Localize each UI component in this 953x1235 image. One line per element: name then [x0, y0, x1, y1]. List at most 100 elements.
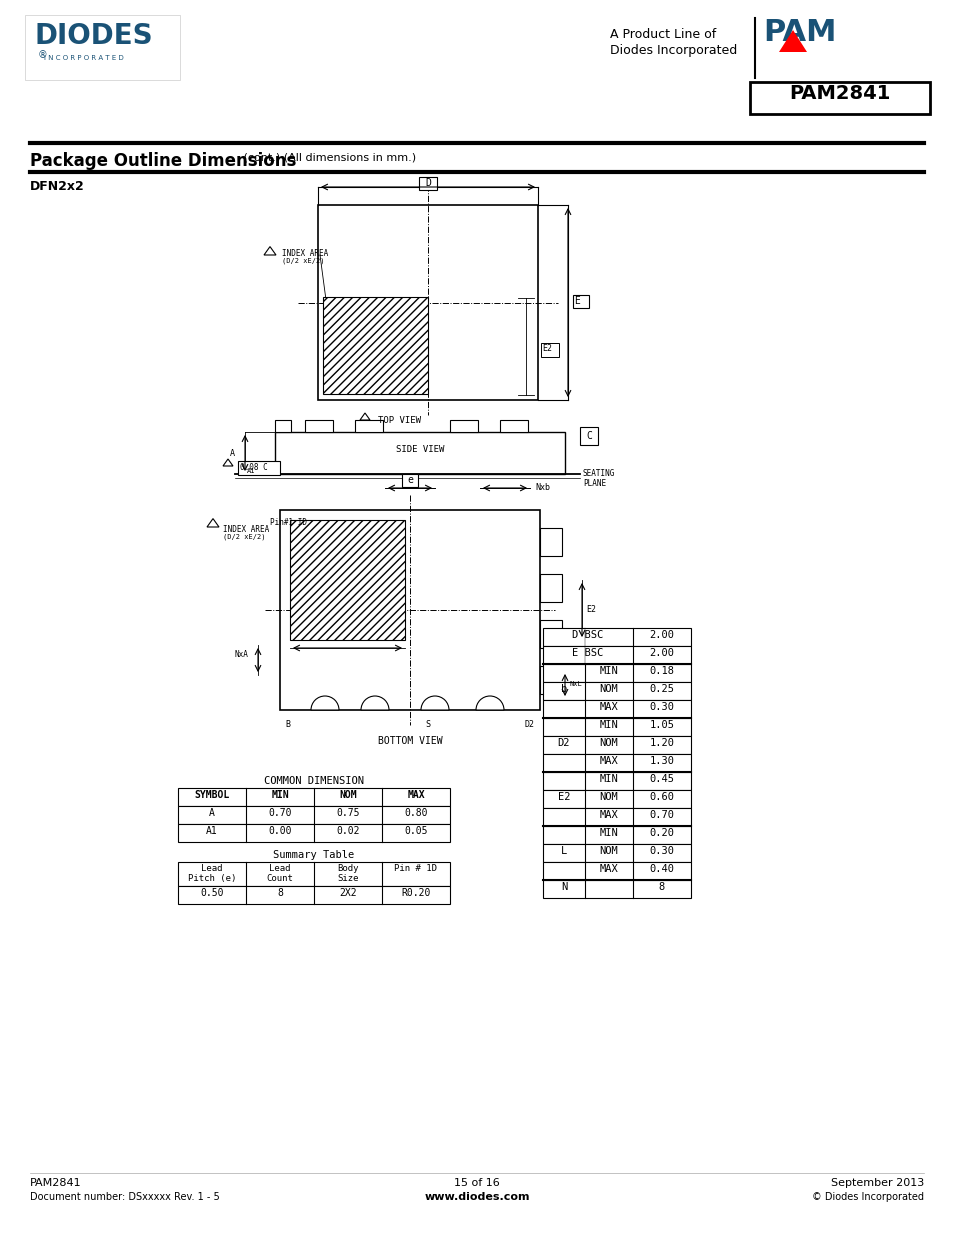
Text: Pin#1 ID: Pin#1 ID: [270, 517, 307, 527]
Text: 0.80: 0.80: [404, 808, 427, 818]
Text: NOM: NOM: [339, 790, 356, 800]
Text: 0.08 C: 0.08 C: [240, 463, 268, 472]
Text: 0.20: 0.20: [649, 827, 674, 839]
Text: Diodes Incorporated: Diodes Incorporated: [609, 44, 737, 57]
Text: S: S: [424, 720, 430, 729]
Text: SIDE VIEW: SIDE VIEW: [395, 445, 444, 453]
Bar: [542, 844, 690, 862]
Text: Lead: Lead: [269, 864, 291, 873]
Text: 8: 8: [276, 888, 283, 898]
Text: MAX: MAX: [599, 756, 618, 766]
Wedge shape: [420, 697, 449, 710]
Polygon shape: [779, 30, 806, 52]
Text: E2: E2: [558, 792, 570, 802]
Text: 0.18: 0.18: [649, 666, 674, 676]
Polygon shape: [359, 412, 370, 420]
Bar: [542, 808, 690, 826]
Bar: [305, 420, 333, 432]
Text: ®: ®: [38, 49, 48, 61]
Text: 1.30: 1.30: [649, 756, 674, 766]
Text: Count: Count: [266, 874, 294, 883]
Bar: [450, 420, 477, 432]
Text: MIN: MIN: [599, 774, 618, 784]
Text: MIN: MIN: [271, 790, 289, 800]
Text: NxL: NxL: [569, 680, 582, 687]
Bar: [542, 862, 690, 881]
Text: © Diodes Incorporated: © Diodes Incorporated: [811, 1192, 923, 1202]
Bar: [290, 520, 405, 640]
Text: A: A: [209, 808, 214, 818]
Bar: [401, 474, 417, 487]
Text: 2.00: 2.00: [649, 630, 674, 640]
Text: D: D: [425, 178, 431, 188]
Text: b: b: [560, 684, 566, 694]
Text: Body: Body: [337, 864, 358, 873]
Text: SYMBOL: SYMBOL: [194, 790, 230, 800]
Bar: [25, 15, 180, 80]
Text: E2: E2: [541, 345, 552, 353]
Text: 1.20: 1.20: [649, 739, 674, 748]
Text: A1: A1: [206, 826, 217, 836]
Text: Pitch (e): Pitch (e): [188, 874, 236, 883]
Bar: [542, 881, 690, 898]
Bar: [317, 205, 537, 400]
Text: A1: A1: [246, 468, 254, 474]
Text: Pin # 1D: Pin # 1D: [395, 864, 437, 873]
Text: (D/2 xE/2): (D/2 xE/2): [282, 258, 324, 264]
Text: R0.20: R0.20: [401, 888, 430, 898]
Text: MIN: MIN: [599, 666, 618, 676]
Text: E2: E2: [585, 605, 596, 614]
Bar: [539, 666, 561, 694]
Bar: [539, 620, 561, 648]
Text: 8: 8: [659, 882, 664, 892]
Text: 0.70: 0.70: [649, 810, 674, 820]
Polygon shape: [223, 459, 233, 466]
Text: 1.05: 1.05: [649, 720, 674, 730]
Text: e: e: [407, 475, 413, 485]
Bar: [539, 574, 561, 601]
Text: 0.30: 0.30: [649, 846, 674, 856]
Text: September 2013: September 2013: [830, 1178, 923, 1188]
Wedge shape: [476, 697, 503, 710]
Text: A: A: [230, 450, 234, 458]
Text: NOM: NOM: [599, 684, 618, 694]
Bar: [280, 510, 539, 710]
Text: Package Outline Dimensions: Package Outline Dimensions: [30, 152, 296, 170]
Text: E BSC: E BSC: [572, 648, 603, 658]
Bar: [178, 862, 450, 885]
Text: 0.05: 0.05: [404, 826, 427, 836]
Text: INDEX AREA: INDEX AREA: [282, 249, 328, 258]
Text: Lead: Lead: [201, 864, 222, 873]
Text: MAX: MAX: [599, 701, 618, 713]
Bar: [323, 296, 428, 394]
Bar: [542, 700, 690, 718]
Text: Size: Size: [337, 874, 358, 883]
Bar: [542, 736, 690, 755]
Bar: [178, 788, 450, 806]
Text: 0.40: 0.40: [649, 864, 674, 874]
Bar: [579, 427, 598, 445]
Text: E: E: [574, 295, 579, 305]
Text: NOM: NOM: [599, 792, 618, 802]
Text: NxA: NxA: [234, 650, 249, 659]
Bar: [178, 824, 450, 842]
Text: DIODES: DIODES: [35, 22, 153, 49]
Text: SEATING: SEATING: [582, 469, 615, 478]
Text: 0.50: 0.50: [200, 888, 224, 898]
Text: 0.70: 0.70: [268, 808, 292, 818]
Text: PLANE: PLANE: [582, 479, 605, 488]
Text: 0.00: 0.00: [268, 826, 292, 836]
Text: 2X2: 2X2: [339, 888, 356, 898]
Text: Summary Table: Summary Table: [274, 850, 355, 860]
Text: TOP VIEW: TOP VIEW: [377, 416, 420, 425]
Text: PAM2841: PAM2841: [788, 84, 890, 103]
Bar: [542, 629, 690, 646]
Bar: [542, 755, 690, 772]
Bar: [178, 806, 450, 824]
Bar: [274, 432, 564, 474]
Text: NOM: NOM: [599, 739, 618, 748]
Text: 2.00: 2.00: [649, 648, 674, 658]
Text: B: B: [285, 720, 290, 729]
Text: PAM: PAM: [762, 19, 836, 47]
Text: Nxb: Nxb: [535, 483, 550, 492]
